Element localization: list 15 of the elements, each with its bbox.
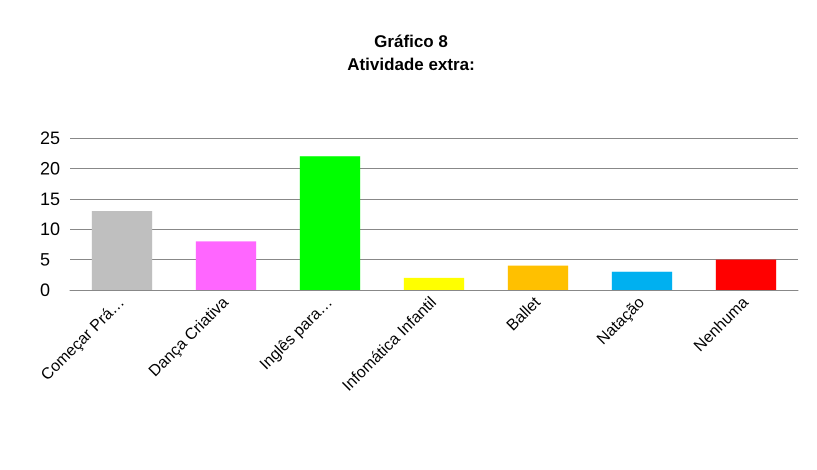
y-tick-label: 5: [40, 250, 50, 270]
chart-title: Gráfico 8: [374, 32, 448, 51]
bar: [92, 210, 152, 290]
bar: [612, 272, 672, 290]
bar: [196, 241, 256, 290]
y-tick-label: 20: [40, 158, 60, 178]
bar: [508, 266, 568, 290]
y-tick-label: 0: [40, 280, 50, 300]
chart-subtitle: Atividade extra:: [347, 55, 475, 74]
y-tick-label: 10: [40, 219, 60, 240]
bar: [404, 278, 464, 290]
bar: [300, 156, 360, 290]
y-tick-label: 25: [40, 128, 60, 148]
y-tick-label: 15: [40, 188, 60, 209]
bar: [716, 260, 776, 290]
